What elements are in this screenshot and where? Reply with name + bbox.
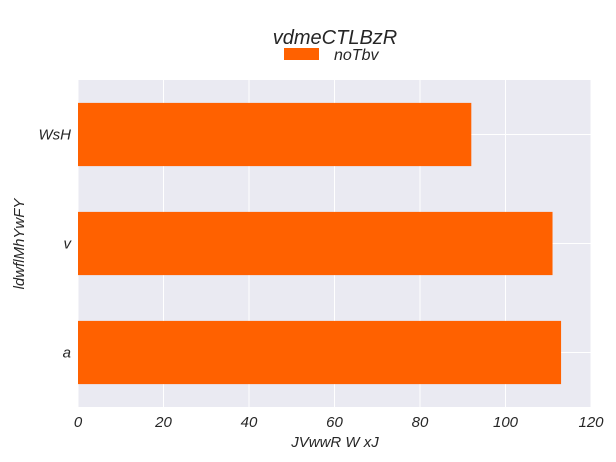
bar-WsH [78, 102, 472, 167]
y-tick-label: a [63, 345, 71, 362]
legend-label: noTbv [334, 47, 379, 64]
x-tick-label: 120 [578, 414, 604, 431]
x-tick-label: 40 [241, 414, 258, 431]
bars [78, 102, 562, 385]
x-tick-label: 60 [326, 414, 343, 431]
x-tick-label: 0 [74, 414, 83, 431]
x-tick-label: 20 [154, 414, 172, 431]
x-tick-label: 80 [412, 414, 429, 431]
y-tick-labels: WsH v a [39, 127, 73, 362]
x-tick-labels: 0 20 40 60 80 100 120 [74, 414, 604, 431]
x-axis-label: JVwwR W xJ [290, 434, 379, 451]
chart-title: vdmeCTLBzR [273, 27, 397, 49]
legend: noTbv [284, 47, 379, 64]
bar-a [78, 320, 562, 385]
y-axis-label: ldwflMhYwFY [11, 198, 28, 290]
legend-swatch [284, 48, 319, 60]
y-tick-label: v [64, 236, 73, 253]
y-tick-label: WsH [39, 127, 72, 144]
x-tick-label: 100 [493, 414, 519, 431]
bar-v [78, 211, 553, 276]
